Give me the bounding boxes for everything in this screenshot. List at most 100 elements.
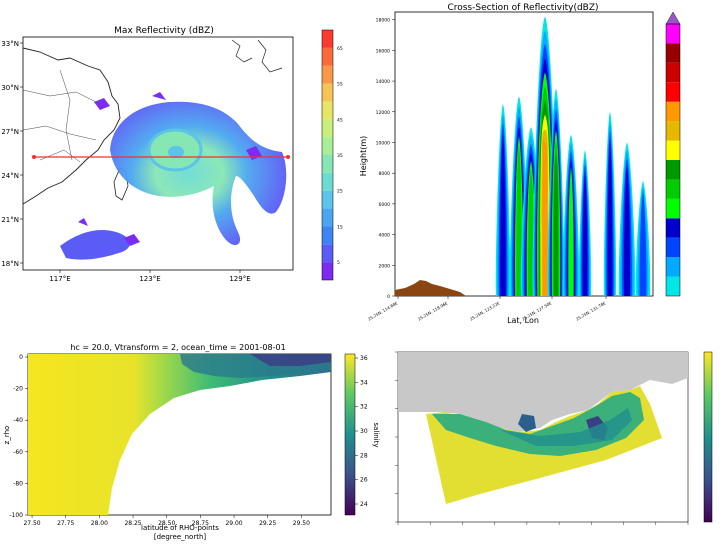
x-tick-label: 28.00 bbox=[91, 520, 108, 527]
colorbar-segment bbox=[322, 30, 333, 48]
colorbar-segment bbox=[322, 226, 333, 245]
panel2-terrain bbox=[395, 280, 466, 296]
y-tick-label: -60 bbox=[13, 449, 23, 456]
panel1-title: Max Reflectivity (dBZ) bbox=[114, 26, 214, 36]
panel1-lon-ticks: 117°E 123°E 129°E bbox=[49, 270, 251, 283]
reflectivity-contour bbox=[639, 192, 647, 296]
panel2-title: Cross-Section of Reflectivity(dBZ) bbox=[447, 3, 598, 13]
colorbar-segment bbox=[322, 137, 333, 155]
colorbar-segment bbox=[322, 172, 333, 191]
colorbar-segment bbox=[666, 101, 680, 122]
panel3-x-ticks: 27.50 27.75 28.00 28.25 28.50 28.75 29.00 29.25… bbox=[23, 515, 310, 527]
panel4-axes bbox=[395, 351, 689, 525]
lat-tick-label: 21°N bbox=[1, 216, 19, 224]
colorbar-segment bbox=[666, 43, 680, 63]
colorbar-segment bbox=[666, 179, 680, 199]
lat-tick-label: 18°N bbox=[1, 260, 19, 268]
panel1-storm-eye bbox=[168, 146, 184, 158]
panel2-colorbar bbox=[665, 11, 681, 297]
colorbar-segment bbox=[322, 208, 333, 227]
panel1-province-borders bbox=[22, 69, 101, 163]
colorbar-segment bbox=[322, 65, 333, 84]
panel4-plume-core bbox=[500, 408, 632, 446]
lat-tick-label: 27°N bbox=[1, 128, 19, 136]
colorbar-frame bbox=[665, 23, 681, 297]
colorbar-tick-label: 26 bbox=[360, 477, 368, 484]
colorbar-tick-label: 45 bbox=[337, 117, 343, 123]
colorbar-segment bbox=[666, 82, 680, 102]
y-tick-label: 12000 bbox=[376, 110, 390, 116]
y-tick-label: -20 bbox=[13, 386, 23, 393]
colorbar-tick-label: 65 bbox=[337, 46, 343, 52]
colorbar-extend-arrow bbox=[665, 11, 681, 25]
colorbar-segment bbox=[666, 62, 680, 83]
panel4-land bbox=[398, 352, 688, 432]
x-tick-label: 28.25 bbox=[124, 520, 141, 527]
x-tick-label: 29.50 bbox=[293, 520, 310, 527]
colorbar-segment bbox=[322, 101, 333, 120]
colorbar-segment bbox=[666, 198, 680, 219]
lon-tick-label: 117°E bbox=[49, 275, 70, 283]
colorbar-segment bbox=[666, 24, 680, 44]
y-tick-label: 14000 bbox=[376, 79, 390, 85]
panel-salinity-section: hc = 20.0, Vtransform = 2, ocean_time = … bbox=[3, 343, 380, 541]
colorbar-segment bbox=[322, 155, 333, 173]
y-tick-label: 8000 bbox=[379, 171, 391, 177]
x-tick-label: 28.50 bbox=[158, 520, 175, 527]
colorbar-tick-label: 5 bbox=[337, 260, 340, 266]
panel1-coastline bbox=[22, 47, 121, 205]
panel3-ylabel: z_rho bbox=[3, 426, 11, 445]
lat-tick-label: 33°N bbox=[1, 40, 19, 48]
reflectivity-contour bbox=[516, 146, 522, 296]
colorbar-tick-label: 24 bbox=[360, 501, 368, 508]
colorbar-tick-label: 36 bbox=[360, 355, 368, 362]
panel-cross-section: Cross-Section of Reflectivity(dBZ) 0 2000… bbox=[359, 3, 681, 325]
panel1-korea-japan bbox=[231, 39, 283, 73]
panel3-colorbar bbox=[344, 353, 356, 516]
reflectivity-contour bbox=[568, 167, 574, 296]
panel2-ylabel: Height(m) bbox=[359, 136, 368, 176]
reflectivity-contour bbox=[553, 150, 559, 296]
panel2-xlabel: Lat, Lon bbox=[507, 316, 539, 325]
lon-tick-label: 129°E bbox=[229, 275, 250, 283]
colorbar-segment bbox=[322, 47, 333, 66]
x-tick-label: 27.50 bbox=[23, 520, 40, 527]
colorbar-segment bbox=[666, 140, 680, 160]
panel1-colorbar: 5 15 25 35 45 55 65 bbox=[321, 29, 343, 281]
colorbar-tick-label: 30 bbox=[360, 428, 368, 435]
x-tick-label: 25.25N, 114.68E bbox=[367, 300, 399, 321]
y-tick-label: 6000 bbox=[379, 202, 391, 208]
y-tick-label: -40 bbox=[13, 417, 23, 424]
panel1-lat-ticks: 33°N 30°N 27°N 24°N 21°N 18°N bbox=[1, 40, 23, 268]
colorbar-segment bbox=[666, 218, 680, 238]
colorbar-segment bbox=[666, 237, 680, 258]
colorbar-tick-label: 32 bbox=[360, 404, 368, 411]
reflectivity-contour bbox=[623, 165, 631, 296]
colorbar-segment bbox=[322, 190, 333, 209]
lat-tick-label: 30°N bbox=[1, 84, 19, 92]
panel3-title: hc = 20.0, Vtransform = 2, ocean_time = … bbox=[70, 343, 285, 352]
reflectivity-contour bbox=[607, 139, 613, 296]
panel1-section-start bbox=[32, 155, 36, 159]
colorbar-segment bbox=[666, 257, 680, 277]
colorbar-segment bbox=[666, 276, 680, 296]
panel3-water-column bbox=[28, 354, 331, 515]
x-tick-label: 27.75 bbox=[57, 520, 74, 527]
y-tick-label: 4000 bbox=[379, 233, 391, 239]
colorbar-segment bbox=[322, 262, 333, 280]
x-tick-label: 25.25N, 118.96E bbox=[417, 300, 449, 321]
reflectivity-contour bbox=[542, 137, 548, 296]
lon-tick-label: 123°E bbox=[139, 275, 160, 283]
y-tick-label: -80 bbox=[13, 480, 23, 487]
panel1-outer-band-south bbox=[60, 229, 130, 260]
panel3-colorbar-label: salinity bbox=[372, 422, 380, 447]
panel1-section-end bbox=[286, 155, 290, 159]
colorbar-segment bbox=[322, 244, 333, 263]
colorbar-segment bbox=[322, 83, 333, 102]
y-tick-label: 2000 bbox=[379, 263, 391, 269]
x-tick-label: 29.00 bbox=[225, 520, 242, 527]
colorbar-tick-label: 15 bbox=[337, 224, 343, 230]
x-tick-label: 28.75 bbox=[192, 520, 209, 527]
colorbar-segment bbox=[666, 121, 680, 141]
